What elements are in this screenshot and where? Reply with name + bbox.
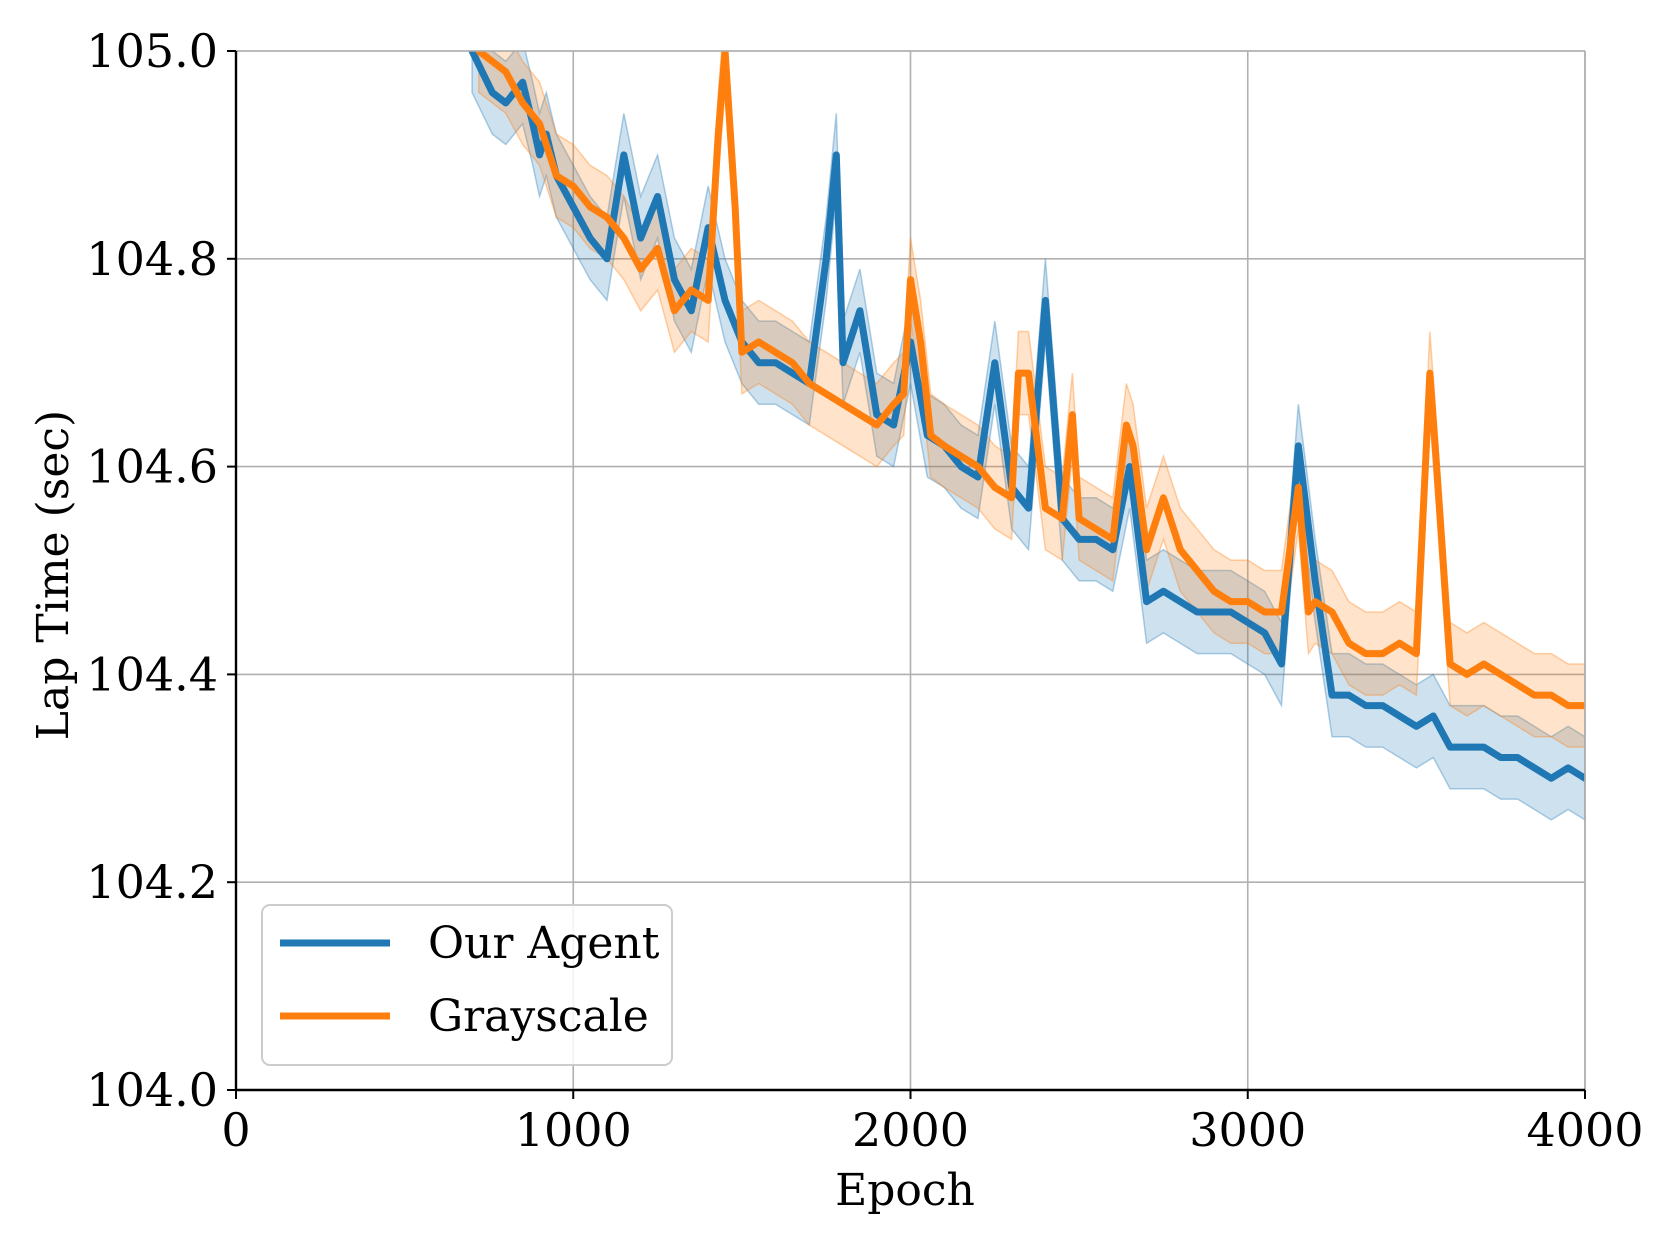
y-axis-label: Lap Time (sec)	[28, 410, 79, 740]
y-tick-label-2: 104.4	[86, 647, 218, 701]
x-tick-label-3: 3000	[1189, 1103, 1306, 1157]
axes	[227, 50, 1586, 1099]
legend-label-grayscale: Grayscale	[428, 991, 649, 1042]
x-tick-label-2: 2000	[852, 1103, 969, 1157]
y-tick-label-0: 104.0	[86, 1063, 218, 1117]
line-our-agent	[468, 51, 1585, 782]
x-tick-label-1: 1000	[515, 1103, 632, 1157]
y-tick-label-3: 104.6	[86, 440, 218, 494]
legend: Our Agent Grayscale	[261, 904, 673, 1066]
tick-labels: 0 1000 2000 3000 4000 104.0 104.2 104.4 104.6 104…	[86, 24, 1643, 1157]
x-tick-label-4: 4000	[1526, 1103, 1643, 1157]
line-grayscale	[475, 51, 1585, 710]
y-tick-label-5: 105.0	[86, 24, 218, 78]
y-tick-label-4: 104.8	[86, 232, 218, 286]
legend-label-our-agent: Our Agent	[428, 918, 660, 969]
x-axis-label: Epoch	[835, 1165, 975, 1216]
series-lines	[468, 51, 1585, 782]
x-tick-label-0: 0	[221, 1103, 250, 1157]
y-tick-label-1: 104.2	[86, 855, 218, 909]
